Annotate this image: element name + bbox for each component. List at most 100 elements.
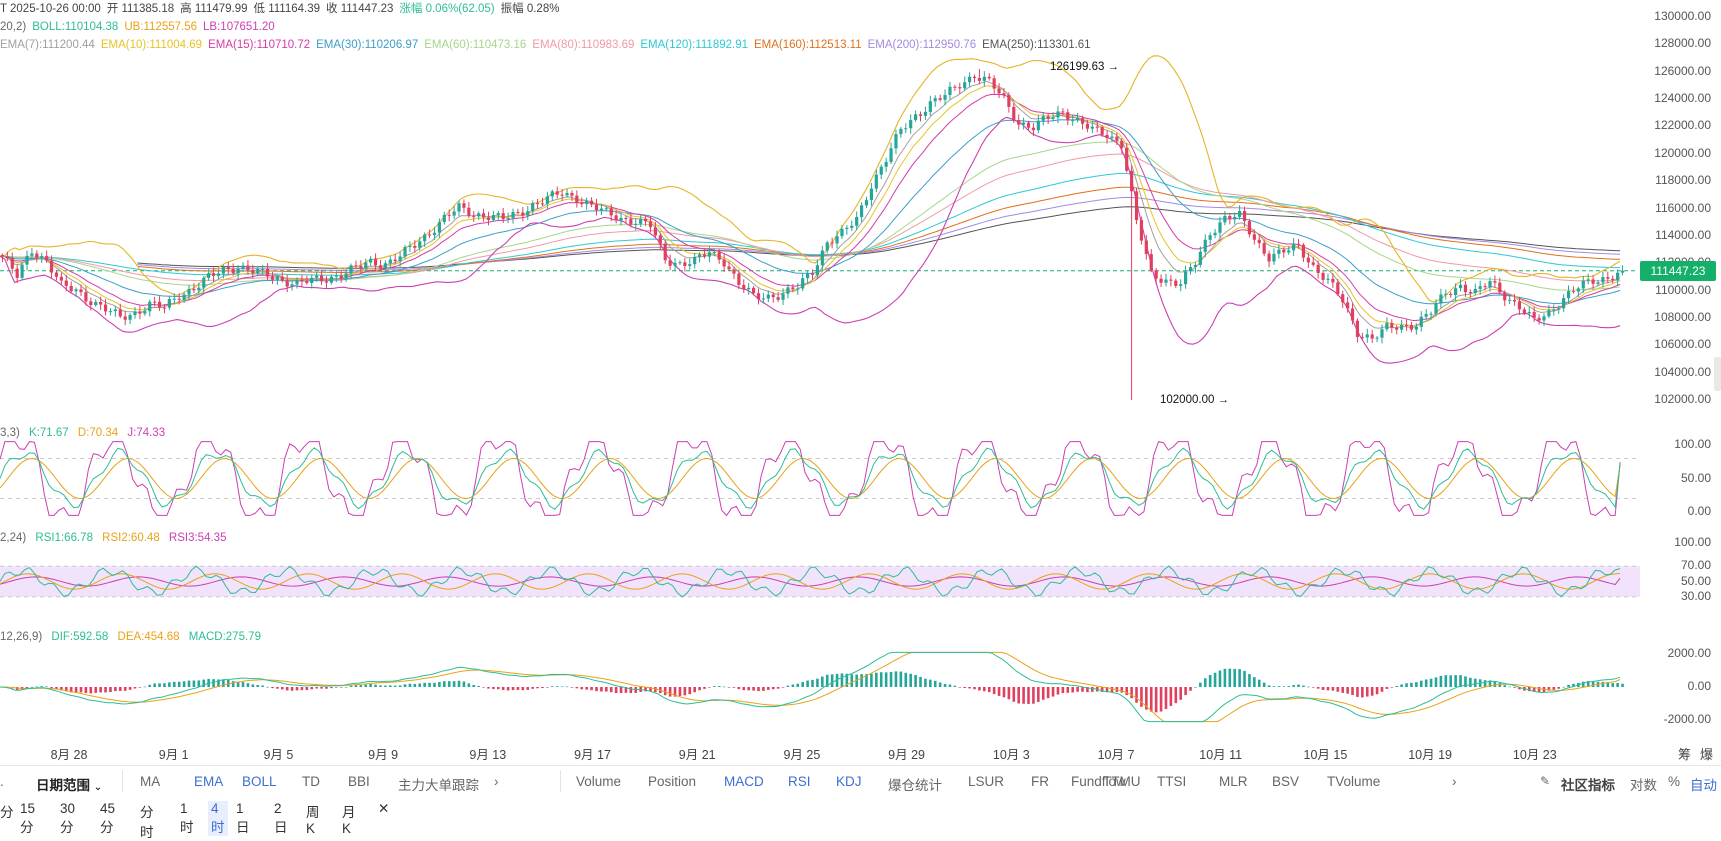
kdj-j: J:74.33 — [127, 427, 166, 439]
chevron-right-icon[interactable]: › — [494, 774, 499, 789]
macd-bar — [231, 681, 235, 687]
timeframe-7-button[interactable]: 1日 — [236, 801, 250, 835]
macd-bar — [1110, 687, 1114, 693]
candle-body — [1125, 148, 1129, 171]
sub-indicator-13-button[interactable]: TVolume — [1327, 774, 1381, 789]
timeframe-8-button[interactable]: 2日 — [274, 801, 288, 835]
macd-bar — [364, 684, 368, 687]
candle-body — [1174, 280, 1178, 286]
candle-body — [1134, 191, 1139, 221]
indicator-5-button[interactable]: 主力大单跟踪 — [398, 778, 479, 793]
price-tick: 106000.00 — [1654, 337, 1711, 352]
chevron-right-icon[interactable]: › — [1452, 774, 1457, 789]
macd-bar — [1199, 682, 1202, 687]
indicator-3-button[interactable]: TD — [302, 774, 320, 789]
sub-indicator-0-button[interactable]: Volume — [576, 774, 622, 789]
indicator-4-button[interactable]: BBI — [348, 774, 370, 789]
sub-indicator-7-button[interactable]: FR — [1031, 774, 1049, 789]
candle-body — [1267, 253, 1271, 262]
timeframe-3-button[interactable]: 45分 — [100, 801, 116, 835]
candle-body — [45, 256, 49, 261]
macd-bar — [1262, 682, 1266, 687]
macd-bar — [290, 687, 294, 691]
candle-body — [10, 258, 14, 269]
sub-indicator-9-button[interactable]: TTMU — [1103, 774, 1141, 789]
candle-body — [815, 265, 820, 275]
macd-bar — [433, 682, 436, 687]
timeframe-4-button[interactable]: 分时 — [140, 805, 154, 840]
candle-body — [575, 195, 579, 203]
sub-indicator-12-button[interactable]: BSV — [1272, 774, 1300, 789]
macd-bar — [762, 687, 765, 691]
macd-bar — [1041, 687, 1045, 700]
boll-field: LB:107651.20 — [203, 21, 275, 33]
macd-bar — [757, 687, 760, 692]
candle-body — [305, 281, 309, 284]
macd-bar — [855, 674, 858, 687]
candle-body — [511, 211, 515, 219]
panel-collapse-handle[interactable] — [1714, 357, 1721, 391]
candle-body — [261, 268, 265, 270]
sub-indicator-8-button[interactable]: Fundflow — [1071, 774, 1126, 789]
candle-body — [589, 200, 594, 205]
macd-bar — [536, 687, 539, 689]
log-scale-toggle[interactable]: 对数 — [1630, 778, 1657, 793]
sub-indicator-1-button[interactable]: Position — [648, 774, 697, 789]
sub-indicator-10-button[interactable]: TTSI — [1157, 774, 1187, 789]
sub-indicator-11-button[interactable]: MLR — [1219, 774, 1248, 789]
indicator-2-button[interactable]: BOLL — [242, 774, 277, 789]
edit-icon[interactable]: ✎ — [1540, 774, 1551, 788]
timeframe-10-button[interactable]: 月K — [342, 805, 356, 836]
candle-body — [1601, 277, 1605, 283]
macd-bar — [1562, 686, 1565, 688]
auto-scale-toggle[interactable]: 自动 — [1690, 778, 1717, 793]
macd-bar — [1365, 687, 1369, 697]
macd-legend: 12,26,9) DIF:592.58 DEA:454.68 MACD:275.… — [0, 630, 267, 644]
community-indicators-button[interactable]: 社区指标 — [1561, 778, 1615, 793]
liquidation-icon[interactable]: 爆 — [1700, 747, 1714, 762]
rsi-tick: 50.00 — [1680, 573, 1711, 588]
macd-bar — [305, 687, 309, 691]
close-icon[interactable]: ✕ — [378, 801, 390, 816]
candle-body — [221, 267, 225, 274]
timeframe-9-button[interactable]: 周K — [306, 805, 320, 836]
candle-body — [1139, 220, 1144, 241]
candle-body — [869, 188, 874, 201]
macd-bar — [1537, 687, 1541, 693]
candle-body — [648, 221, 653, 228]
timeframe-5-button[interactable]: 1时 — [180, 801, 194, 835]
sub-indicator-4-button[interactable]: KDJ — [836, 774, 862, 789]
candle-body — [1341, 294, 1345, 303]
timeframe-6-button[interactable]: 4时 — [208, 801, 228, 836]
candle-body — [560, 194, 564, 196]
candle-body — [967, 76, 972, 83]
indicator-0-button[interactable]: MA — [140, 774, 161, 789]
sub-indicator-5-button[interactable]: 爆仓统计 — [888, 778, 942, 793]
macd-bar — [654, 687, 657, 693]
timeframe-2-button[interactable]: 30分 — [60, 801, 76, 835]
indicator-1-button[interactable]: EMA — [194, 774, 224, 789]
sub-indicator-2-button[interactable]: MACD — [724, 774, 764, 789]
ohlc-field: 涨幅 0.06%(62.05) — [399, 3, 495, 15]
date-range-button[interactable]: 日期范围 ⌄ — [36, 774, 102, 794]
macd-bar — [1601, 681, 1605, 687]
candle-body — [452, 211, 456, 216]
timeframe-0-button[interactable]: 分 — [0, 805, 14, 820]
chart-canvas[interactable] — [0, 0, 1721, 820]
sub-indicator-3-button[interactable]: RSI — [788, 774, 811, 789]
candle-body — [619, 217, 623, 221]
timeframe-1-button[interactable]: 15分 — [20, 801, 36, 835]
sub-indicator-6-button[interactable]: LSUR — [968, 774, 1005, 789]
percent-toggle[interactable]: % — [1668, 774, 1681, 789]
candle-body — [1562, 298, 1566, 309]
macd-bar — [1469, 677, 1472, 687]
ema-field: EMA(200):112950.76 — [867, 39, 977, 51]
macd-bar — [217, 679, 220, 687]
chip-icon[interactable]: 筹 — [1678, 747, 1692, 762]
candle-body — [388, 259, 392, 264]
macd-bar — [786, 685, 790, 687]
candle-body — [1321, 272, 1325, 280]
candle-body — [69, 285, 73, 292]
candle-body — [1076, 118, 1080, 121]
candle-body — [1149, 254, 1153, 271]
